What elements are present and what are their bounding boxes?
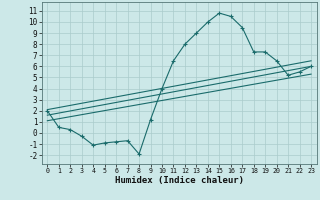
X-axis label: Humidex (Indice chaleur): Humidex (Indice chaleur) bbox=[115, 176, 244, 185]
